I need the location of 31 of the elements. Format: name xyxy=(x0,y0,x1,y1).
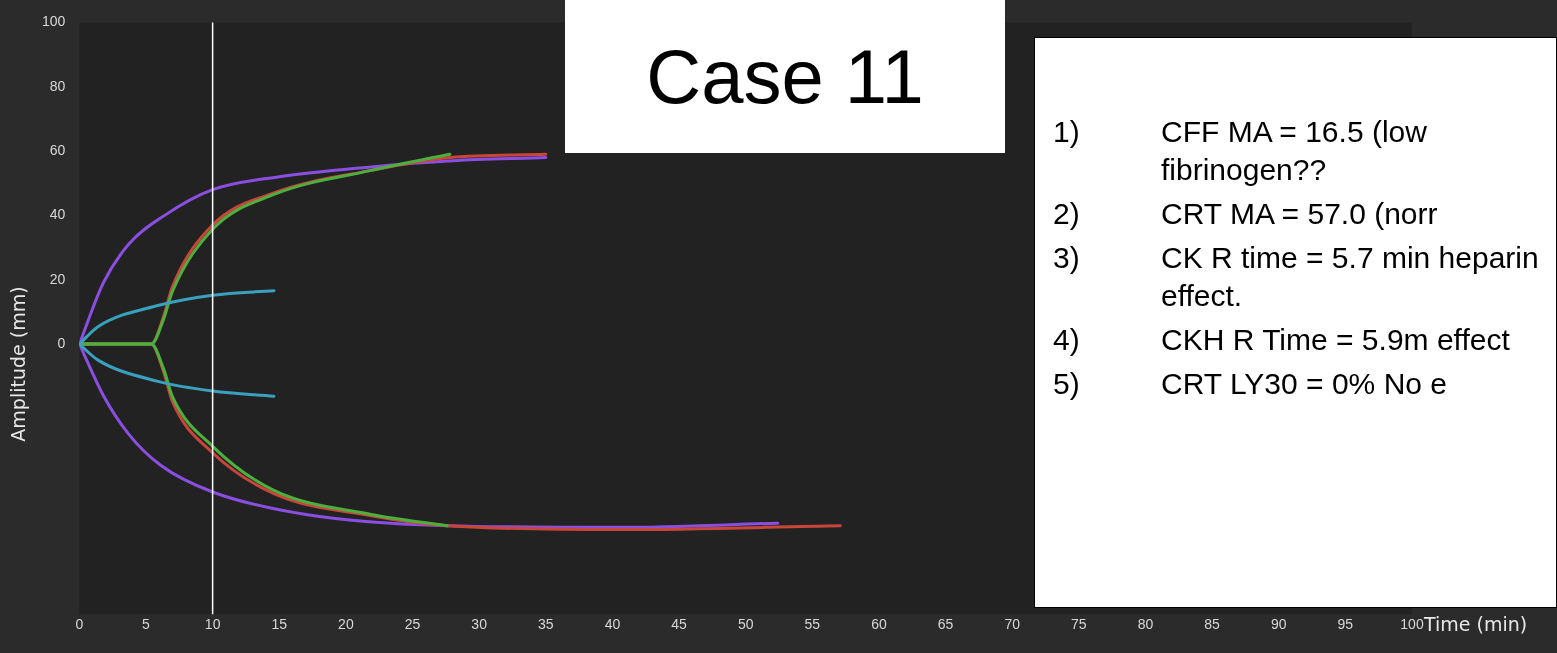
x-tick-label: 65 xyxy=(937,616,954,633)
y-axis-title: Amplitude (mm) xyxy=(6,286,29,442)
x-tick-label: 15 xyxy=(271,616,288,633)
x-tick-label: 90 xyxy=(1270,616,1287,633)
x-tick-label: 25 xyxy=(404,616,421,633)
x-tick-label: 60 xyxy=(871,616,887,633)
x-tick-label: 20 xyxy=(338,616,354,633)
x-tick-label: 70 xyxy=(1004,616,1021,633)
x-tick-label: 30 xyxy=(471,616,488,633)
x-tick-label: 80 xyxy=(1137,616,1154,633)
note-box: 1) CFF MA = 16.5 (low fibrinogen?? 2) CRT MA = 57.0 (norr 3) CK R time = 5.7 min heparin effect. 4) CKH R Time = 5.9m effect 5) CRT LY30 = 0% No e xyxy=(1034,37,1557,608)
chart-title: Case 11 xyxy=(565,0,1005,153)
x-tick-label: 40 xyxy=(604,616,621,633)
y-tick-label: 100 xyxy=(42,13,66,30)
x-tick-label: 85 xyxy=(1204,616,1221,633)
y-tick-label: 80 xyxy=(49,77,66,94)
x-tick-label: 100 xyxy=(1400,616,1424,633)
y-tick-label: 40 xyxy=(49,206,66,223)
x-tick-label: 55 xyxy=(804,616,821,633)
x-tick-label: 45 xyxy=(671,616,688,633)
x-tick-label: 10 xyxy=(204,616,221,633)
x-tick-label: 75 xyxy=(1071,616,1087,633)
x-tick-label: 35 xyxy=(537,616,554,633)
x-tick-label: 0 xyxy=(75,616,84,633)
y-tick-label: 0 xyxy=(57,334,66,351)
y-tick-label: 60 xyxy=(49,141,66,158)
x-tick-label: 5 xyxy=(142,616,151,633)
x-tick-label: 50 xyxy=(737,616,754,633)
y-tick-label: 20 xyxy=(49,270,66,287)
x-tick-label: 95 xyxy=(1337,616,1354,633)
x-axis-title: Time (min) xyxy=(1423,613,1528,636)
